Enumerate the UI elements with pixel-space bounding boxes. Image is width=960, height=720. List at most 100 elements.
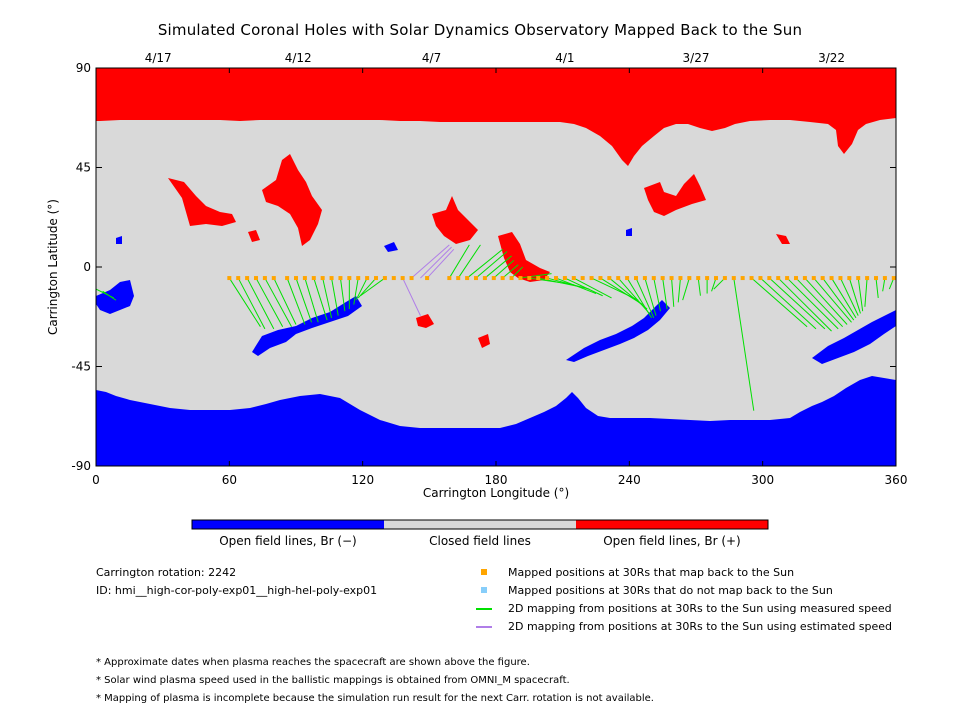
mapped-position-point: [882, 276, 887, 281]
measured-mapping-line: [682, 277, 690, 301]
y-axis-label: Carrington Latitude (°): [46, 199, 60, 335]
mapped-position-point: [554, 276, 558, 281]
mapped-position-point: [678, 276, 683, 281]
mapped-position-point: [820, 276, 825, 281]
legend-marker-mapped-back: [481, 569, 487, 575]
mapped-position-point: [227, 276, 232, 281]
measured-mapping-line: [475, 251, 508, 279]
measured-mapping-line: [484, 255, 512, 279]
mapped-position-point: [409, 276, 414, 281]
mapped-position-point: [758, 276, 763, 281]
measured-mapping-line: [331, 277, 339, 316]
measured-mapping-line: [644, 277, 657, 316]
date-tick-label: 4/17: [145, 51, 172, 65]
mapped-position-point: [236, 276, 241, 281]
mapped-position-point: [294, 276, 298, 281]
measured-mapping-line: [831, 277, 857, 319]
colorbar: [191, 519, 769, 530]
mapped-position-point: [874, 276, 878, 281]
date-tick-label: 3/22: [818, 51, 845, 65]
x-tick-label: 180: [485, 473, 508, 487]
mapped-position-point: [891, 276, 896, 281]
carrington-rotation: Carrington rotation: 2242: [96, 566, 237, 579]
measured-mapping-line: [457, 244, 481, 279]
positive-patch-2: [262, 154, 322, 246]
mapped-position-point: [262, 276, 267, 281]
mapped-position-point: [740, 276, 745, 281]
mapped-position-point: [829, 276, 834, 281]
mapped-position-point: [391, 276, 396, 281]
date-axis: 4/17 4/12 4/7 4/1 3/27 3/22: [145, 51, 845, 65]
mapped-position-point: [722, 276, 727, 281]
positive-patch-6: [416, 314, 434, 328]
negative-patch-2: [252, 296, 362, 356]
legend-marker-estimated-speed: [476, 626, 492, 628]
measured-mapping-line: [228, 277, 261, 327]
date-tick-label: 3/27: [683, 51, 710, 65]
positive-patch-9: [248, 230, 260, 242]
legend-label: 2D mapping from positions at 30Rs to the…: [508, 602, 892, 615]
negative-patch-3: [566, 300, 670, 362]
mapped-position-point: [731, 276, 736, 281]
mapped-position-point: [329, 276, 334, 281]
x-tick-label: 120: [351, 473, 374, 487]
mapped-position-point: [749, 276, 754, 281]
closed-field-region: [96, 68, 896, 466]
colorbar-open-positive: [576, 520, 768, 529]
mapped-position-point: [705, 276, 710, 281]
measured-mapping-line: [466, 248, 503, 279]
mapped-position-point: [625, 276, 630, 281]
colorbar-label-negative: Open field lines, Br (−): [219, 534, 357, 548]
measured-mapping-line: [697, 277, 701, 296]
mapped-position-point: [285, 276, 290, 281]
measured-mapping-line: [295, 277, 313, 323]
measured-mapping-line: [102, 290, 117, 301]
measured-mapping-line: [662, 277, 668, 310]
mapped-position-point: [669, 276, 674, 281]
x-tick-label: 360: [885, 473, 908, 487]
legend-marker-not-mapped-back: [481, 587, 487, 593]
colorbar-label-closed: Closed field lines: [429, 534, 531, 548]
mapped-position-point: [382, 276, 387, 281]
mapped-position-point: [634, 276, 638, 281]
north-polar-positive-region: [96, 68, 896, 166]
measured-mapping-line: [264, 277, 292, 327]
mapped-points: [227, 276, 896, 281]
mapped-position-point: [518, 276, 523, 281]
mapped-position-point: [714, 276, 718, 281]
mapped-position-point: [365, 276, 370, 281]
legend-label: Mapped positions at 30Rs that map back t…: [508, 566, 795, 579]
south-polar-negative-region: [96, 376, 896, 466]
mapped-position-point: [311, 276, 316, 281]
x-axis-label: Carrington Longitude (°): [423, 486, 569, 500]
measured-mapping-line: [313, 277, 328, 321]
positive-patch-1: [168, 178, 236, 226]
mapped-position-point: [687, 276, 692, 281]
note-dates: * Approximate dates when plasma reaches …: [96, 657, 530, 668]
measured-mapping-line: [555, 277, 597, 294]
legend-label: 2D mapping from positions at 30Rs to the…: [508, 620, 893, 633]
positive-patch-7: [478, 334, 490, 348]
measured-mapping-line: [255, 277, 284, 327]
measured-mapping-line: [626, 277, 652, 319]
measured-mapping-line: [564, 277, 603, 297]
measured-mapping-line: [635, 277, 655, 319]
mapped-position-point: [500, 276, 505, 281]
measured-mapping-line: [573, 277, 612, 299]
mapped-position-point: [642, 276, 647, 281]
negative-patch-6: [116, 236, 122, 244]
mapped-position-point: [571, 276, 576, 281]
mapped-position-point: [245, 276, 250, 281]
mapped-position-point: [254, 276, 258, 281]
measured-mapping-line: [839, 277, 859, 316]
y-tick-label: -90: [71, 459, 91, 473]
mapped-position-point: [696, 276, 701, 281]
mapped-position-point: [527, 276, 532, 281]
y-tick-label: 0: [83, 260, 91, 274]
positive-patch-4: [498, 232, 550, 282]
measured-mapping-line: [502, 264, 519, 279]
measured-mapping-line: [760, 277, 817, 330]
mapped-position-point: [767, 276, 772, 281]
mapped-position-point: [562, 276, 567, 281]
negative-patch-1: [96, 280, 134, 314]
